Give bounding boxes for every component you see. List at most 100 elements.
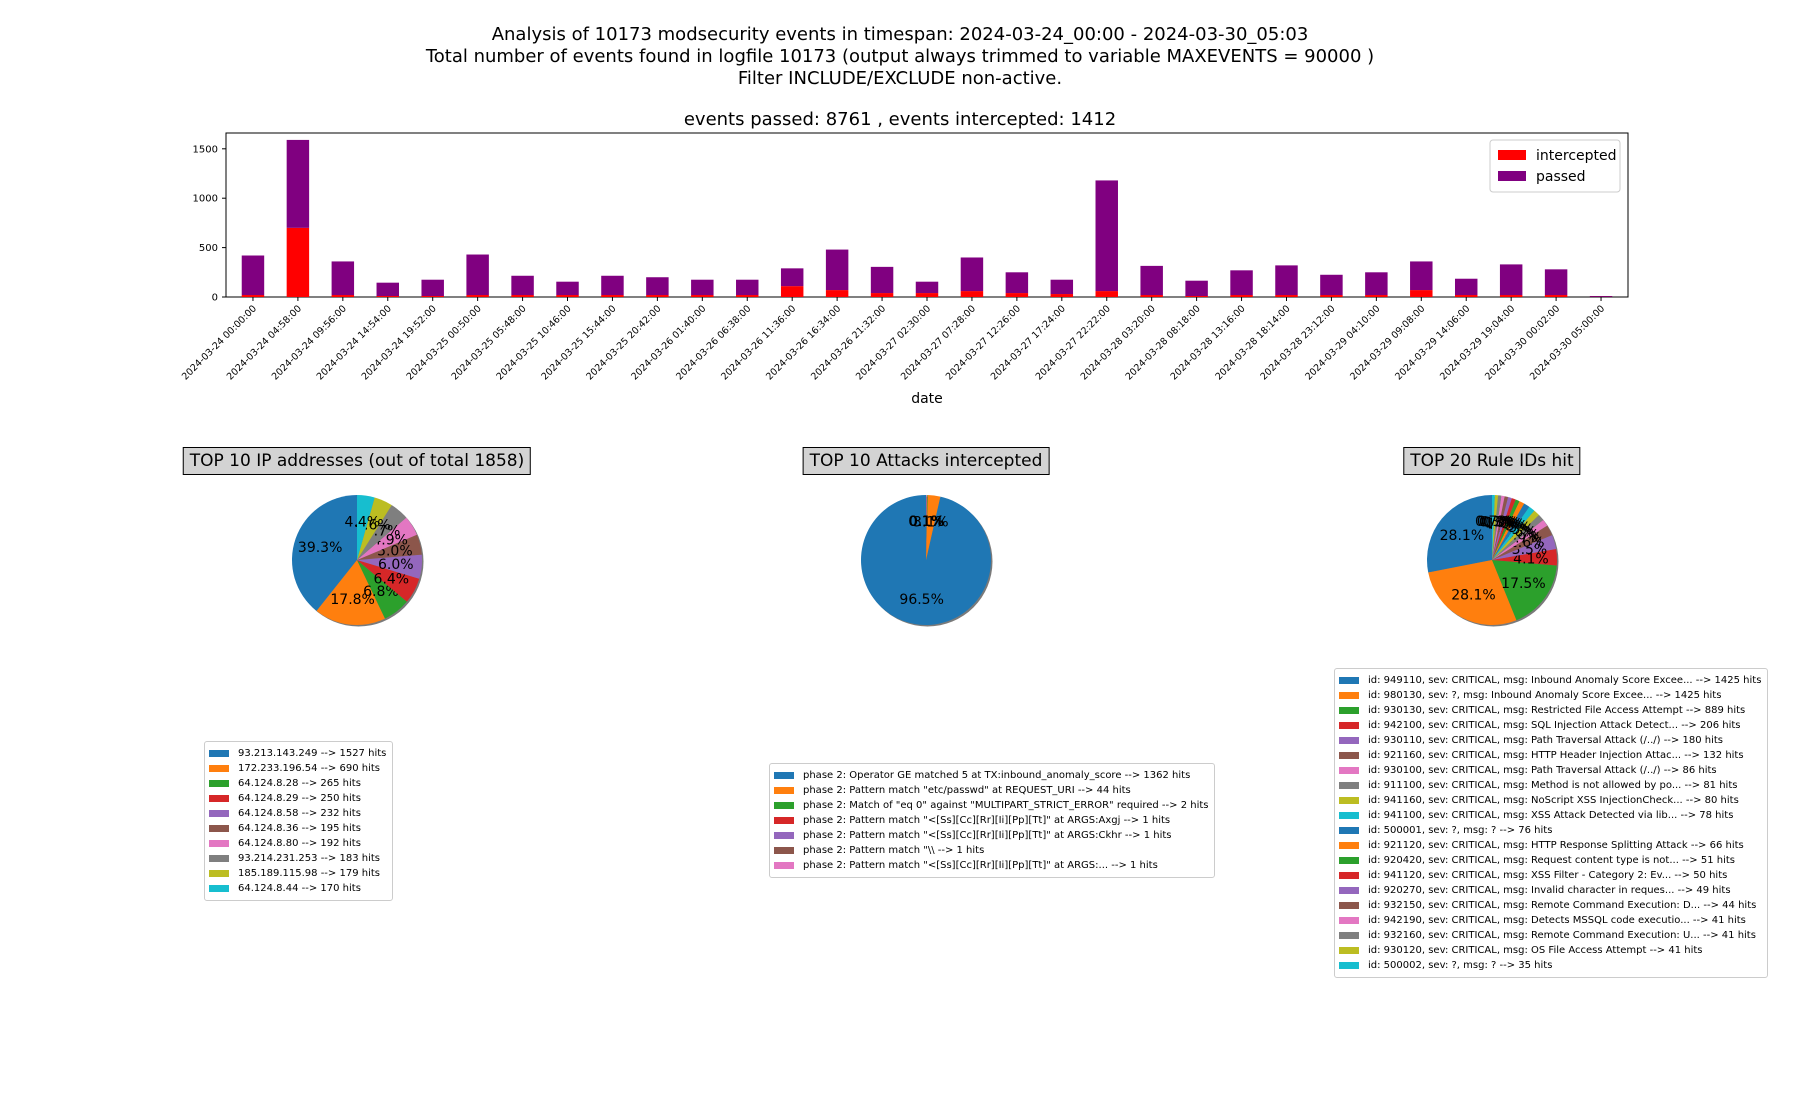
bar-intercepted: [241, 295, 265, 297]
pie-pct-label: 0.1%: [908, 514, 944, 530]
x-tick-label: 2024-03-28 08:18:00: [1124, 303, 1203, 382]
legend-swatch: [1339, 692, 1359, 699]
x-tick-label: 2024-03-26 16:34:00: [764, 303, 843, 382]
pie-slice: [1492, 498, 1516, 560]
pie-pct-label: 0.9%: [1483, 515, 1519, 531]
legend-label: id: 932150, sev: CRITICAL, msg: Remote C…: [1368, 900, 1757, 911]
pie-slice: [1492, 515, 1544, 560]
legend-item: phase 2: Pattern match "etc/passwd" at R…: [774, 783, 1208, 798]
legend-swatch: [774, 847, 794, 854]
pie-slice: [357, 554, 422, 579]
bar-intercepted: [691, 295, 714, 297]
bar-passed: [466, 254, 489, 296]
legend-item: 93.214.231.253 --> 183 hits: [209, 851, 386, 866]
legend-label: id: 500001, sev: ?, msg: ? --> 76 hits: [1368, 825, 1553, 836]
bar-passed: [1320, 274, 1343, 296]
legend-label: id: 941120, sev: CRITICAL, msg: XSS Filt…: [1368, 870, 1728, 881]
bar-intercepted: [1140, 295, 1163, 297]
bar-intercepted: [646, 295, 669, 297]
legend-swatch: [1339, 752, 1359, 759]
bar-passed: [1185, 280, 1208, 297]
legend-item: id: 500001, sev: ?, msg: ? --> 76 hits: [1339, 823, 1761, 838]
legend-item: phase 2: Pattern match "<[Ss][Cc][Rr][Ii…: [774, 828, 1208, 843]
bar-passed: [241, 255, 265, 296]
x-tick-label: 2024-03-24 14:54:00: [315, 303, 394, 382]
legend-swatch: [209, 795, 229, 802]
legend-item: 64.124.8.58 --> 232 hits: [209, 806, 386, 821]
bar-passed: [1499, 264, 1523, 296]
x-tick-label: 2024-03-24 19:52:00: [360, 303, 439, 382]
legend-item: 64.124.8.36 --> 195 hits: [209, 821, 386, 836]
legend-swatch: [1339, 962, 1359, 969]
x-tick-label: 2024-03-24 04:58:00: [225, 303, 304, 382]
pie-slice: [926, 495, 941, 560]
legend-swatch: [209, 840, 229, 847]
pie-slice: [1492, 495, 1495, 560]
legend-swatch: [1339, 902, 1359, 909]
bar-intercepted: [780, 286, 804, 297]
bar-intercepted: [376, 296, 400, 297]
pie-pct-label: 0.7%: [1475, 514, 1511, 530]
legend-label: phase 2: Pattern match "<[Ss][Cc][Rr][Ii…: [803, 860, 1158, 871]
bar-passed: [960, 257, 984, 292]
pie-pct-label: 17.5%: [1501, 576, 1545, 592]
legend-item: id: 932150, sev: CRITICAL, msg: Remote C…: [1339, 898, 1761, 913]
header-line-1: Analysis of 10173 modsecurity events in …: [491, 24, 1309, 45]
pie-slice: [357, 560, 420, 602]
legend-item: 185.189.115.98 --> 179 hits: [209, 866, 386, 881]
pie-pct-label: 17.8%: [330, 592, 374, 608]
legend-swatch: [1339, 797, 1359, 804]
bar-passed: [1454, 278, 1478, 296]
legend-label: 93.214.231.253 --> 183 hits: [238, 853, 380, 864]
legend-item: id: 941120, sev: CRITICAL, msg: XSS Filt…: [1339, 868, 1761, 883]
bar-passed: [556, 281, 579, 296]
bar-intercepted: [870, 293, 894, 297]
pie-pct-label: 3.1%: [913, 514, 949, 530]
bar-passed: [736, 279, 759, 296]
legend-label: 185.189.115.98 --> 179 hits: [238, 868, 380, 879]
legend-item: 172.233.196.54 --> 690 hits: [209, 761, 386, 776]
bar-intercepted: [511, 295, 534, 297]
legend-item: id: 941160, sev: CRITICAL, msg: NoScript…: [1339, 793, 1761, 808]
bar-passed: [376, 282, 400, 297]
pie-slice: [1492, 519, 1548, 560]
legend-item: id: 920420, sev: CRITICAL, msg: Request …: [1339, 853, 1761, 868]
legend-swatch: [774, 862, 794, 869]
bar-intercepted: [960, 291, 984, 297]
pie-slice: [292, 495, 357, 611]
y-tick-label: 1500: [193, 144, 218, 155]
legend-label: id: 911100, sev: CRITICAL, msg: Method i…: [1368, 780, 1738, 791]
bar-passed: [646, 277, 669, 296]
bar-intercepted: [421, 296, 444, 297]
legend-item: 93.213.143.249 --> 1527 hits: [209, 746, 386, 761]
legend-swatch: [1339, 827, 1359, 834]
x-tick-label: 2024-03-25 15:44:00: [539, 303, 618, 382]
header-line-3: Filter INCLUDE/EXCLUDE non-active.: [737, 68, 1063, 89]
bar-intercepted: [1095, 291, 1118, 297]
legend-swatch: [209, 885, 229, 892]
legend-swatch: [1339, 842, 1359, 849]
pie-pct-label: 39.3%: [298, 540, 342, 556]
pie-chart-attacks: 96.5%3.1%0.1%0.1%0.1%0.1%0.1%: [861, 495, 993, 627]
bar-intercepted: [1275, 295, 1298, 297]
bar-passed: [1050, 279, 1074, 295]
bar-intercepted: [1499, 295, 1523, 297]
pie-slice: [357, 495, 375, 560]
bar-intercepted: [286, 227, 310, 297]
legend-item: id: 920270, sev: CRITICAL, msg: Invalid …: [1339, 883, 1761, 898]
legend-swatch: [209, 870, 229, 877]
pie-pct-label: 4.1%: [1513, 551, 1549, 567]
pie-pct-label: 6.8%: [363, 584, 399, 600]
legend-swatch: [1339, 707, 1359, 714]
legend-label-passed: passed: [1536, 169, 1586, 185]
pie-pct-label: 0.1%: [908, 514, 944, 530]
x-tick-label: 2024-03-25 10:46:00: [495, 303, 574, 382]
legend-item: 64.124.8.29 --> 250 hits: [209, 791, 386, 806]
legend-swatch-passed: [1498, 171, 1526, 181]
bar-passed: [1275, 265, 1298, 296]
legend-label: 64.124.8.44 --> 170 hits: [238, 883, 361, 894]
bar-passed: [331, 261, 355, 296]
legend-attacks: phase 2: Operator GE matched 5 at TX:inb…: [769, 763, 1216, 878]
legend-label: phase 2: Operator GE matched 5 at TX:inb…: [803, 770, 1191, 781]
